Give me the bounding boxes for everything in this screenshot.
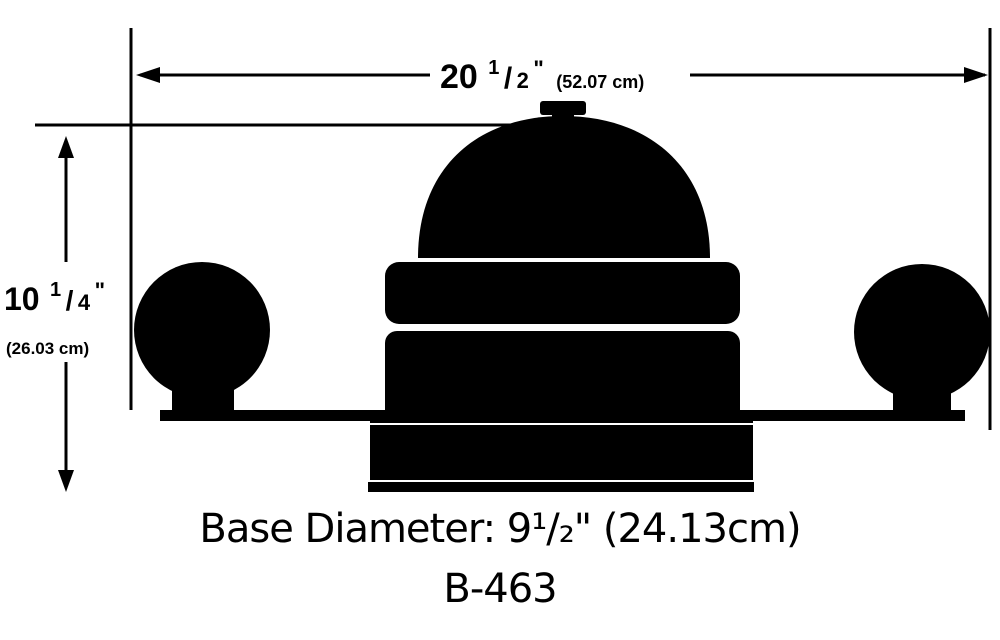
height-dimension-label: 10 1 / 4 ": [4, 278, 105, 317]
width-arrow-left: [136, 67, 160, 83]
height-frac-den: 4: [78, 290, 91, 315]
upper-band: [385, 262, 740, 324]
mounting-plate: [160, 410, 965, 421]
width-arrow-right: [964, 67, 988, 83]
body: [385, 331, 740, 425]
height-frac-num: 1: [50, 279, 61, 301]
height-metric: (26.03 cm): [6, 339, 89, 358]
width-frac-slash: /: [504, 62, 513, 95]
right-globe-neck: [893, 383, 951, 413]
width-dimension: 20 1 / 2 " (52.07 cm): [136, 56, 988, 96]
height-main: 10: [4, 281, 40, 317]
right-globe: [854, 264, 990, 400]
model-number-caption: B-463: [443, 566, 557, 612]
width-frac-num: 1: [488, 57, 499, 79]
height-inch-mark: ": [95, 278, 105, 303]
left-globe: [134, 262, 270, 398]
height-frac-slash: /: [66, 285, 74, 316]
top-knob: [540, 101, 586, 115]
height-dimension: 10 1 / 4 " (26.03 cm): [4, 123, 515, 492]
lower-skirt: [370, 418, 753, 480]
base-diameter-caption: Base Diameter: 9¹/₂" (24.13cm): [199, 506, 801, 552]
dome: [418, 116, 710, 258]
width-inch-mark: ": [533, 56, 543, 81]
width-metric: (52.07 cm): [556, 72, 644, 92]
width-dimension-label: 20 1 / 2 " (52.07 cm): [440, 56, 644, 96]
width-main: 20: [440, 58, 478, 96]
height-arrow-bottom: [58, 470, 74, 492]
base-strip: [368, 482, 754, 492]
left-globe-neck: [172, 382, 234, 412]
fixture-silhouette: [134, 101, 990, 492]
width-frac-den: 2: [517, 68, 529, 93]
height-arrow-top: [58, 136, 74, 158]
